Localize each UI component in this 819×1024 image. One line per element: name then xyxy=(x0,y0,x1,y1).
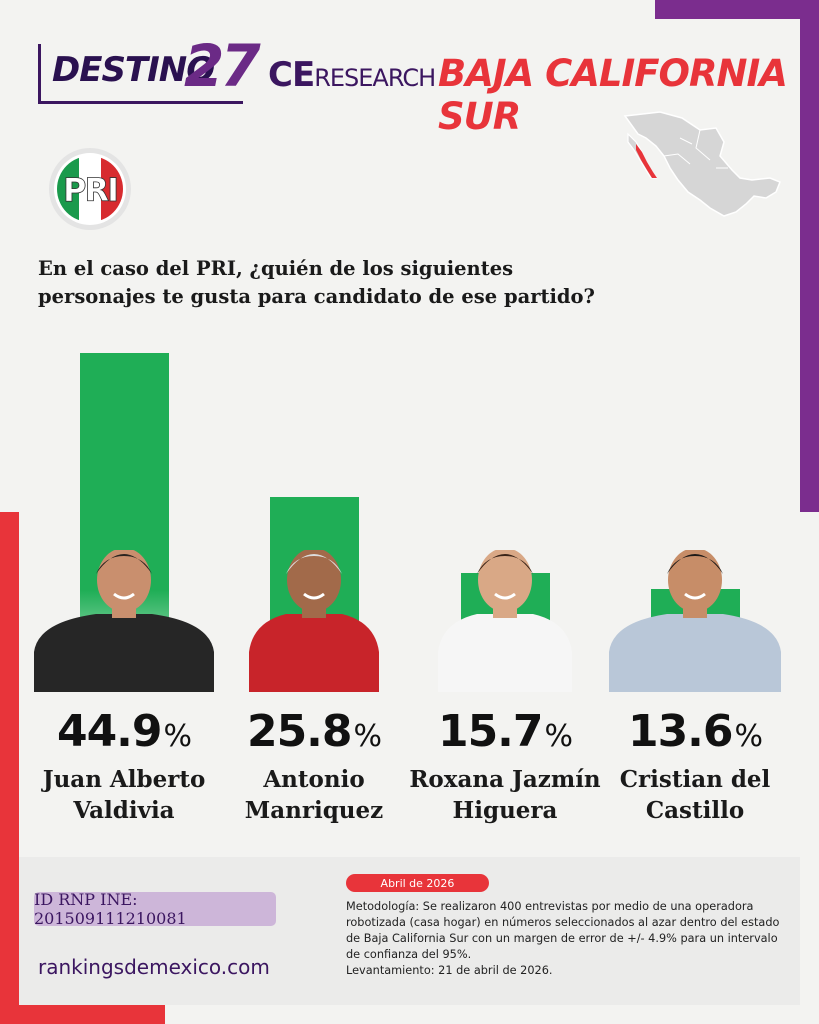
value-unit-4: % xyxy=(734,719,763,754)
value-unit-1: % xyxy=(163,719,192,754)
bar-2 xyxy=(269,497,359,692)
category-label-3-line-1: Roxana Jazmín xyxy=(409,766,601,793)
methodology-body: Metodología: Se realizaron 400 entrevist… xyxy=(346,900,780,961)
candidate-photo-3 xyxy=(438,550,572,692)
survey-question: En el caso del PRI, ¿quién de los siguie… xyxy=(38,257,595,308)
category-label-4-line-1: Cristian del xyxy=(619,766,771,793)
category-label-2-line-1: Antonio xyxy=(263,766,365,793)
candidate-photo-4 xyxy=(609,550,781,692)
survey-date: Levantamiento: 21 de abril de 2026. xyxy=(346,964,553,977)
purple-side-bar xyxy=(800,0,819,512)
destino-logo-frame xyxy=(38,44,243,104)
website-link[interactable]: rankingsdemexico.com xyxy=(38,955,270,979)
value-label-4: 13.6% xyxy=(595,706,795,757)
methodology-text: Metodología: Se realizaron 400 entrevist… xyxy=(346,899,786,979)
red-corner-bar-bottom xyxy=(0,1005,165,1024)
category-label-4: Cristian del Castillo xyxy=(590,764,800,826)
ce-research-logo-word: RESEARCH xyxy=(314,64,436,92)
bar-1 xyxy=(79,353,169,692)
category-label-1: Juan Alberto Valdivia xyxy=(19,764,229,826)
pri-logo-text: PRI xyxy=(63,171,117,209)
bar-4 xyxy=(650,589,740,692)
category-label-3: Roxana Jazmín Higuera xyxy=(400,764,610,826)
value-label-1: 44.9% xyxy=(24,706,224,757)
destino-logo-text: DESTINO xyxy=(52,50,215,90)
purple-corner-bar-top xyxy=(655,0,819,19)
category-label-3-line-2: Higuera xyxy=(452,797,558,824)
mexico-map-icon xyxy=(623,111,781,217)
category-label-2: Antonio Manriquez xyxy=(209,764,419,826)
date-badge: Abril de 2026 xyxy=(346,874,489,892)
pri-logo-icon: PRI xyxy=(49,148,131,230)
candidate-photo-2 xyxy=(249,550,379,692)
destino-logo-number: 27 xyxy=(184,32,261,100)
value-label-2: 25.8% xyxy=(214,706,414,757)
value-number-4: 13.6 xyxy=(627,706,734,757)
category-label-1-line-1: Juan Alberto xyxy=(42,766,206,793)
value-unit-3: % xyxy=(544,719,573,754)
category-label-4-line-2: Castillo xyxy=(645,797,745,824)
value-number-2: 25.8 xyxy=(246,706,353,757)
value-number-1: 44.9 xyxy=(56,706,163,757)
state-title: BAJA CALIFORNIA SUR xyxy=(438,52,788,138)
red-side-bar xyxy=(0,512,19,1024)
ce-research-logo-ce: CE xyxy=(268,55,315,95)
category-label-2-line-2: Manriquez xyxy=(244,797,384,824)
candidate-photo-1 xyxy=(34,550,214,692)
value-unit-2: % xyxy=(353,719,382,754)
category-label-1-line-2: Valdivia xyxy=(73,797,175,824)
bar-3 xyxy=(460,573,550,692)
ce-research-logo: CERESEARCH xyxy=(268,55,436,95)
value-label-3: 15.7% xyxy=(405,706,605,757)
value-number-3: 15.7 xyxy=(437,706,544,757)
rnp-id-badge: ID RNP INE: 201509111210081 xyxy=(34,890,276,928)
